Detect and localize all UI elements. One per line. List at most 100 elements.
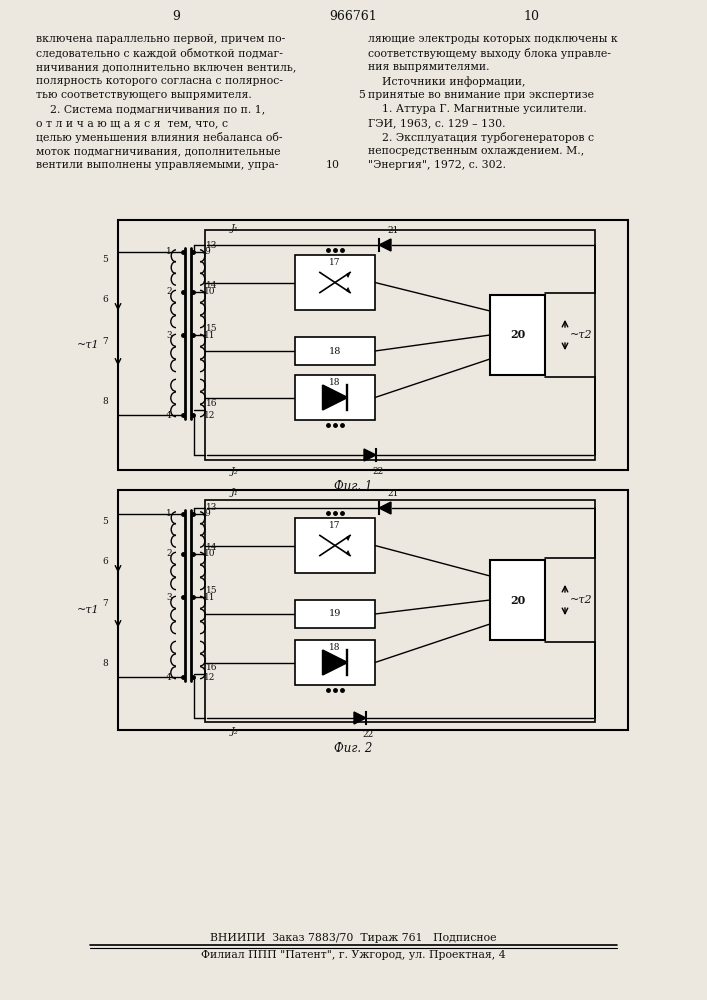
Text: 5: 5 (358, 90, 365, 100)
Text: 2. Система подмагничивания по п. 1,: 2. Система подмагничивания по п. 1, (36, 104, 265, 114)
Text: 4: 4 (166, 410, 172, 420)
Text: моток подмагничивания, дополнительные: моток подмагничивания, дополнительные (36, 146, 281, 156)
Bar (295, 518, 375, 573)
Text: J₁: J₁ (231, 488, 239, 497)
Text: 13: 13 (206, 241, 217, 250)
Text: ~τ1: ~τ1 (76, 605, 99, 615)
Text: 9: 9 (172, 9, 180, 22)
Text: следовательно с каждой обмоткой подмаг-: следовательно с каждой обмоткой подмаг- (36, 48, 283, 59)
Text: 19: 19 (329, 609, 341, 618)
Text: соответствующему выходу блока управле-: соответствующему выходу блока управле- (368, 48, 611, 59)
Text: 12: 12 (204, 672, 216, 682)
Text: 1: 1 (166, 510, 172, 518)
Text: 3: 3 (166, 330, 172, 340)
Bar (295, 600, 375, 628)
Text: 18: 18 (329, 378, 341, 387)
Text: 1: 1 (166, 247, 172, 256)
Text: о т л и ч а ю щ а я с я  тем, что, с: о т л и ч а ю щ а я с я тем, что, с (36, 118, 228, 128)
Text: 10: 10 (523, 9, 539, 22)
Polygon shape (346, 551, 350, 556)
Text: 17: 17 (329, 258, 341, 267)
Text: ~τ1: ~τ1 (76, 340, 99, 350)
Polygon shape (322, 650, 347, 675)
Text: непосредственным охлаждением. М.,: непосредственным охлаждением. М., (368, 146, 584, 156)
Bar (118, 220, 628, 470)
Text: 2: 2 (166, 550, 172, 558)
Text: 18: 18 (329, 347, 341, 356)
Text: 14: 14 (206, 281, 218, 290)
Text: 10: 10 (204, 550, 216, 558)
Polygon shape (354, 712, 366, 724)
Text: 16: 16 (206, 399, 218, 408)
Polygon shape (364, 449, 376, 461)
Text: 1. Аттура Г. Магнитные усилители.: 1. Аттура Г. Магнитные усилители. (368, 104, 587, 114)
Bar (490, 560, 545, 640)
Text: полярность которого согласна с полярнос-: полярность которого согласна с полярнос- (36, 76, 283, 86)
Text: 2. Эксплуатация турбогенераторов с: 2. Эксплуатация турбогенераторов с (368, 132, 594, 143)
Text: 14: 14 (206, 543, 218, 552)
Text: 17: 17 (329, 521, 341, 530)
Polygon shape (346, 535, 350, 540)
Bar (205, 230, 595, 460)
Polygon shape (346, 272, 350, 277)
Text: J₁: J₁ (231, 224, 239, 233)
Text: 20: 20 (510, 330, 525, 340)
Text: 3: 3 (166, 592, 172, 601)
Bar (295, 255, 375, 310)
Text: ГЭИ, 1963, с. 129 – 130.: ГЭИ, 1963, с. 129 – 130. (368, 118, 506, 128)
Text: Источники информации,: Источники информации, (368, 76, 525, 87)
Text: ляющие электроды которых подключены к: ляющие электроды которых подключены к (368, 34, 618, 44)
Text: Фиг. 1: Фиг. 1 (334, 480, 372, 493)
Text: 10: 10 (204, 288, 216, 296)
Text: 8: 8 (103, 397, 108, 406)
Text: Филиал ППП "Патент", г. Ужгород, ул. Проектная, 4: Филиал ППП "Патент", г. Ужгород, ул. Про… (201, 950, 506, 960)
Text: 4: 4 (166, 672, 172, 682)
Polygon shape (322, 385, 347, 410)
Text: 9: 9 (204, 510, 210, 518)
Text: вентили выполнены управляемыми, упра-: вентили выполнены управляемыми, упра- (36, 160, 279, 170)
Text: 21: 21 (387, 226, 399, 235)
Text: Фиг. 2: Фиг. 2 (334, 742, 372, 755)
Text: 11: 11 (204, 330, 216, 340)
Text: ВНИИПИ  Заказ 7883/70  Тираж 761   Подписное: ВНИИПИ Заказ 7883/70 Тираж 761 Подписное (210, 933, 496, 943)
Text: ~τ2: ~τ2 (570, 330, 592, 340)
Text: 6: 6 (103, 558, 108, 566)
Polygon shape (379, 502, 391, 514)
Text: включена параллельно первой, причем по-: включена параллельно первой, причем по- (36, 34, 285, 44)
Text: 16: 16 (206, 663, 218, 672)
Text: ния выпрямителями.: ния выпрямителями. (368, 62, 489, 72)
Bar (205, 500, 595, 722)
Text: 5: 5 (102, 255, 108, 264)
Bar (490, 295, 545, 375)
Text: 6: 6 (103, 296, 108, 304)
Text: 7: 7 (103, 599, 108, 608)
Text: 966761: 966761 (329, 9, 377, 22)
Text: 12: 12 (204, 410, 216, 420)
Text: ~τ2: ~τ2 (570, 595, 592, 605)
Polygon shape (379, 239, 391, 251)
Text: "Энергия", 1972, с. 302.: "Энергия", 1972, с. 302. (368, 160, 506, 170)
Text: 7: 7 (103, 338, 108, 347)
Text: целью уменьшения влияния небаланса об-: целью уменьшения влияния небаланса об- (36, 132, 283, 143)
Text: тью соответствующего выпрямителя.: тью соответствующего выпрямителя. (36, 90, 252, 100)
Bar (295, 337, 375, 365)
Text: J₂: J₂ (231, 467, 239, 476)
Text: принятые во внимание при экспертизе: принятые во внимание при экспертизе (368, 90, 594, 100)
Bar (295, 640, 375, 685)
Text: 5: 5 (102, 516, 108, 526)
Text: ничивания дополнительно включен вентиль,: ничивания дополнительно включен вентиль, (36, 62, 296, 72)
Text: 15: 15 (206, 586, 218, 595)
Text: 15: 15 (206, 324, 218, 333)
Text: J₂: J₂ (231, 727, 239, 736)
Text: 2: 2 (166, 288, 172, 296)
Text: 8: 8 (103, 658, 108, 668)
Bar (118, 490, 628, 730)
Polygon shape (346, 288, 350, 293)
Text: 13: 13 (206, 503, 217, 512)
Text: 22: 22 (373, 467, 384, 476)
Text: 10: 10 (326, 160, 340, 170)
Text: 9: 9 (204, 247, 210, 256)
Text: 11: 11 (204, 592, 216, 601)
Text: 21: 21 (387, 489, 399, 498)
Text: 22: 22 (363, 730, 373, 739)
